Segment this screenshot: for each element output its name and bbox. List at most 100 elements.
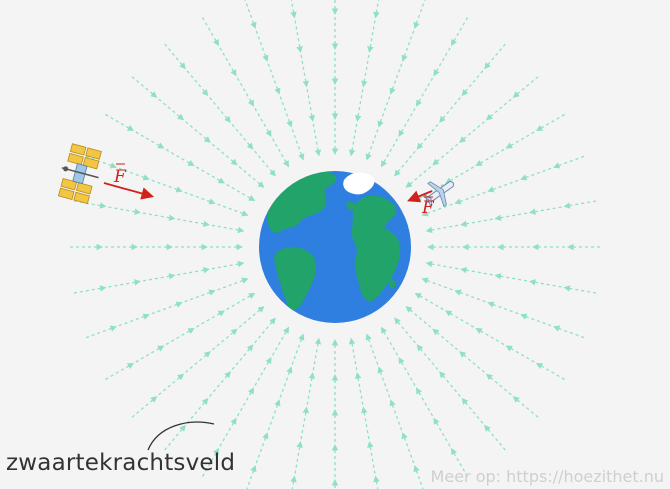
field-line-segment <box>246 465 257 489</box>
field-line-segment <box>460 266 493 276</box>
field-line-segment <box>201 447 220 477</box>
field-line-segment <box>487 179 519 193</box>
field-line-segment <box>294 440 303 474</box>
field-line-segment <box>185 351 211 373</box>
field-line-segment <box>433 47 451 77</box>
field-line-segment <box>505 131 535 149</box>
field-line-segment <box>377 96 391 128</box>
field-line-segment <box>460 218 493 228</box>
field-line-segment <box>219 417 237 447</box>
airplane-force-label: F <box>421 198 435 218</box>
field-line-segment <box>271 138 290 168</box>
field-line-segment <box>432 328 459 351</box>
label-pointer-curve <box>147 421 215 451</box>
field-line-segment <box>413 465 424 489</box>
field-label: zwaartekrachtsveld <box>6 450 236 476</box>
field-line-segment <box>211 328 238 351</box>
field-line-segment <box>196 166 226 184</box>
field-line-segment <box>553 155 585 169</box>
field-line-segment <box>73 200 107 209</box>
field-line-segment <box>416 344 439 371</box>
field-line-segment <box>535 362 565 381</box>
field-line-segment <box>291 129 305 161</box>
field-line-segment <box>211 260 245 270</box>
field-line-segment <box>563 200 597 209</box>
satellite-icon <box>57 143 102 205</box>
field-line-segment <box>108 279 142 288</box>
field-line-segment <box>164 424 186 451</box>
field-line-segment <box>461 70 484 97</box>
field-line-segment <box>512 76 539 98</box>
field-line-segment <box>361 54 370 88</box>
field-line-segment <box>444 166 474 184</box>
field-line-segment <box>312 123 322 157</box>
field-line-segment <box>294 20 303 54</box>
field-line-segment <box>85 155 117 169</box>
field-line-segment <box>367 440 376 474</box>
field-line-segment <box>380 138 399 168</box>
field-line-segment <box>291 333 305 365</box>
field-line-segment <box>131 76 158 98</box>
field-line-segment <box>389 399 403 431</box>
field-line-segment <box>118 313 150 327</box>
watermark: Meer op: https://hoezithet.nu <box>430 467 664 486</box>
satellite-force-arrow: F <box>103 163 155 200</box>
field-line-segment <box>415 387 434 417</box>
field-line-segment <box>271 326 290 356</box>
field-line-segment <box>279 366 293 398</box>
field-line-segment <box>365 129 379 161</box>
field-line-segment <box>254 317 276 344</box>
field-line-segment <box>164 43 186 70</box>
field-line-segment <box>485 98 512 121</box>
field-line-segment <box>142 273 176 282</box>
field-line-segment <box>450 17 469 47</box>
field-line-segment <box>365 333 379 365</box>
field-line-segment <box>211 224 245 234</box>
field-line-segment <box>505 345 535 363</box>
field-line-segment <box>108 206 142 215</box>
field-line-segment <box>413 0 426 29</box>
field-line-segment <box>401 432 415 464</box>
earth-icon <box>259 171 411 323</box>
field-line-segment <box>398 356 416 386</box>
field-line-segment <box>267 63 281 95</box>
field-line-segment <box>520 167 552 181</box>
field-line-segment <box>405 306 432 328</box>
field-line-segment <box>158 373 185 396</box>
field-line-segment <box>528 206 562 215</box>
field-line-segment <box>348 337 358 371</box>
field-line-segment <box>254 150 276 177</box>
field-line-segment <box>177 266 210 276</box>
satellite-force-label: F <box>113 167 127 187</box>
field-line-segment <box>373 0 380 19</box>
field-line-segment <box>450 447 469 477</box>
field-line-segment <box>459 121 485 143</box>
field-line-segment <box>367 20 376 54</box>
field-line-segment <box>158 98 185 121</box>
field-line-segment <box>415 77 434 107</box>
field-line-segment <box>186 397 209 424</box>
field-line-segment <box>165 148 195 167</box>
field-line-segment <box>231 123 254 150</box>
field-line-segment <box>361 406 370 440</box>
field-line-segment <box>520 313 552 327</box>
field-line-segment <box>439 97 461 123</box>
field-line-segment <box>401 30 415 62</box>
field-line-segment <box>484 43 506 70</box>
field-line-segment <box>184 289 216 303</box>
field-line-segment <box>487 301 519 315</box>
field-line-segment <box>244 0 257 29</box>
field-line-segment <box>484 424 506 451</box>
field-line-segment <box>217 277 249 291</box>
field-line-segment <box>414 292 444 311</box>
field-line-segment <box>226 183 256 202</box>
field-line-segment <box>105 362 135 381</box>
field-line-segment <box>151 301 183 315</box>
field-line-segment <box>165 327 195 346</box>
field-line-segment <box>354 372 364 405</box>
field-line-segment <box>290 0 297 19</box>
field-line-segment <box>348 123 358 157</box>
field-line-segment <box>354 89 364 122</box>
field-line-segment <box>454 191 486 205</box>
